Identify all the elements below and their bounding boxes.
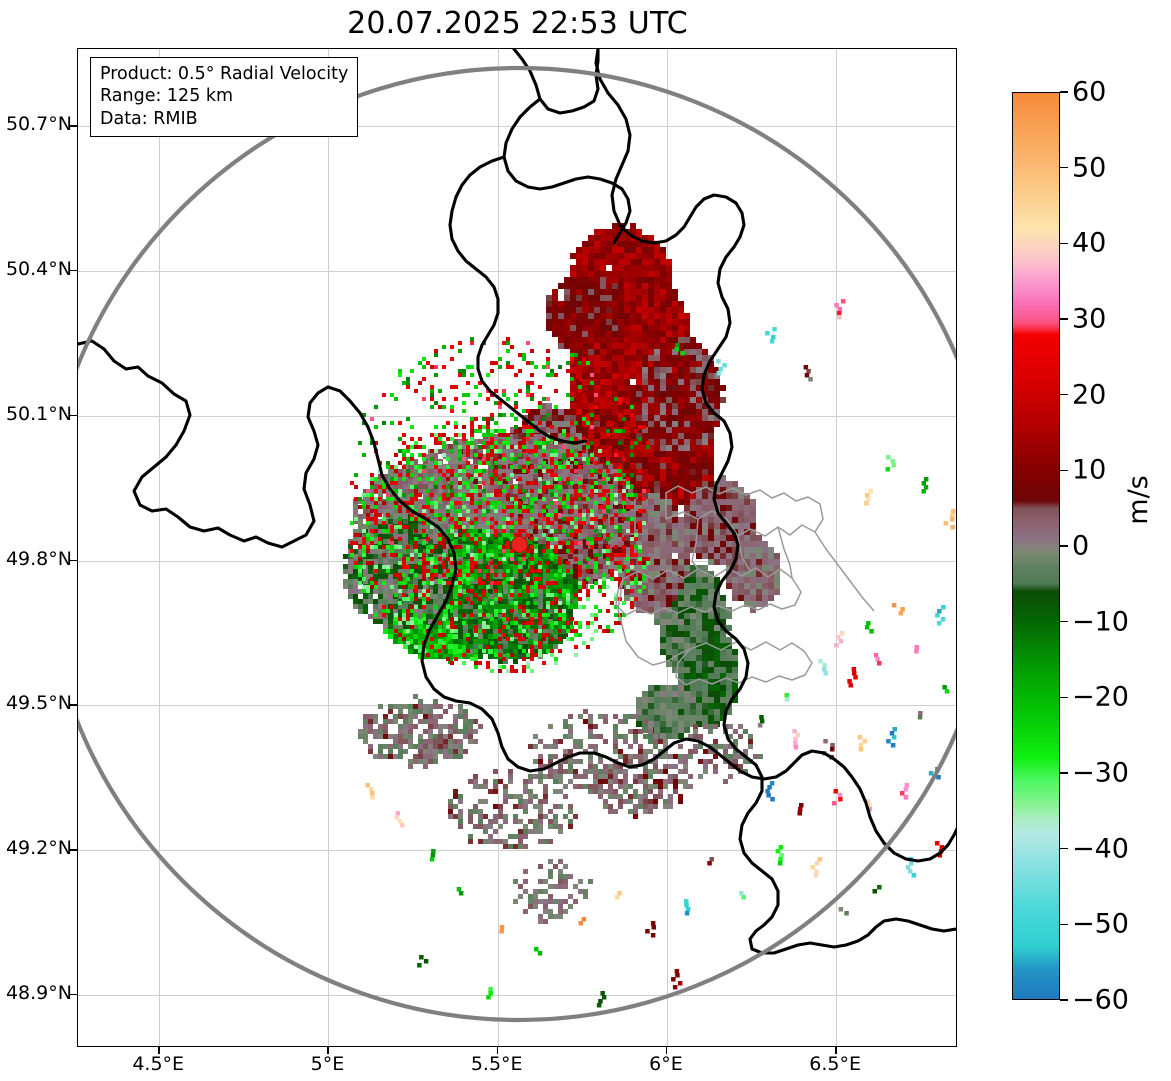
echo-pixel: [666, 313, 672, 319]
gridline-horizontal: [78, 126, 956, 128]
radar-echo-layer: [343, 223, 956, 1008]
gridline-vertical: [836, 49, 838, 1046]
echo-pixel: [684, 313, 690, 319]
gridline-horizontal: [78, 850, 956, 852]
gridline-vertical: [159, 49, 161, 1046]
gridline-horizontal: [78, 705, 956, 707]
gridline-horizontal: [78, 994, 956, 996]
gridline-horizontal: [78, 415, 956, 417]
page-title: 20.07.2025 22:53 UTC: [0, 6, 1035, 41]
radar-plot-panel[interactable]: Product: 0.5° Radial Velocity Range: 125…: [77, 48, 957, 1047]
gridline-vertical: [328, 49, 330, 1046]
gridline-horizontal: [78, 271, 956, 272]
plot-clip: Product: 0.5° Radial Velocity Range: 125…: [78, 49, 956, 1046]
